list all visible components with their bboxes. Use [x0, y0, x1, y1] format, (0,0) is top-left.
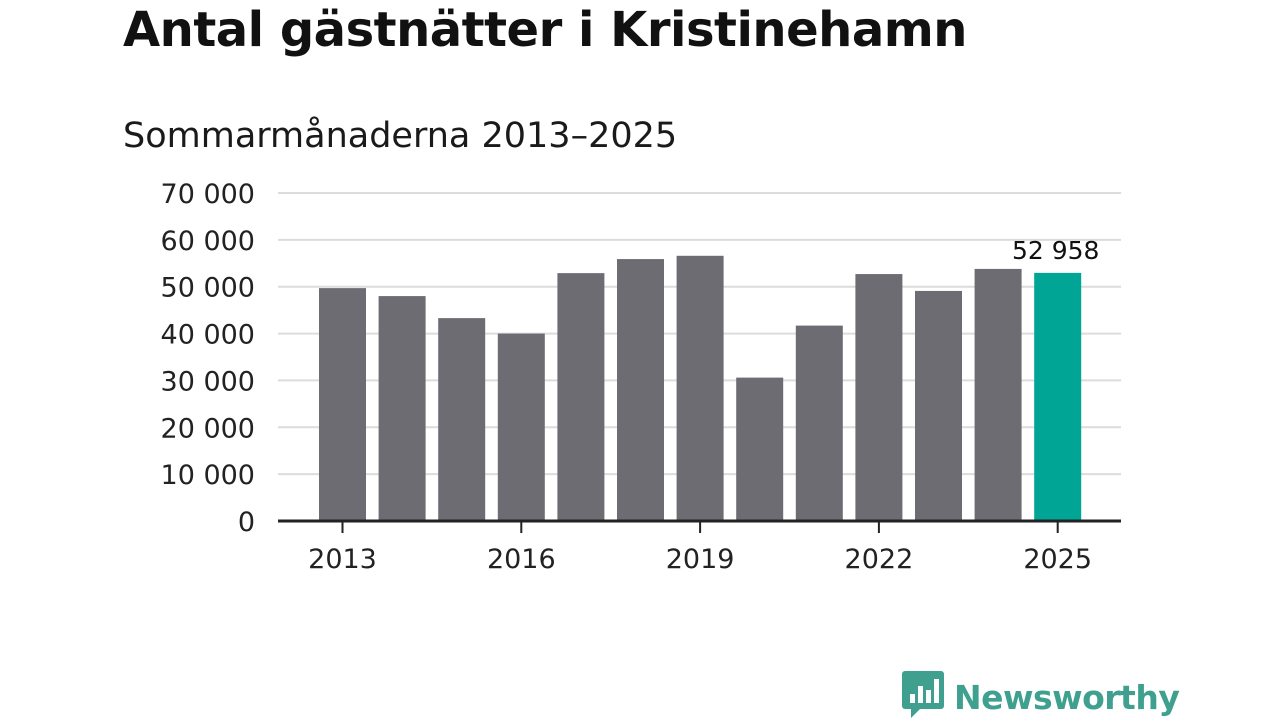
- data-label-2025: 52 958: [1012, 236, 1099, 265]
- bar-2017: [557, 273, 605, 521]
- x-tick-label: 2019: [666, 544, 735, 575]
- x-tick-label: 2022: [845, 544, 914, 575]
- chart-subtitle: Sommarmånaderna 2013–2025: [123, 116, 678, 156]
- y-tick-label: 40 000: [161, 320, 255, 351]
- x-tick-label: 2013: [308, 544, 377, 575]
- bar-2021: [795, 325, 843, 521]
- bars: [319, 255, 1082, 521]
- y-tick-label: 20 000: [161, 413, 255, 444]
- x-tick-label: 2025: [1023, 544, 1092, 575]
- y-tick-label: 70 000: [161, 179, 255, 210]
- y-tick-label: 10 000: [161, 460, 255, 491]
- bar-2018: [617, 259, 664, 521]
- bar-2013: [319, 288, 366, 521]
- y-tick-label: 50 000: [161, 273, 255, 304]
- bar-2015: [438, 318, 486, 521]
- bar-2019: [676, 255, 724, 521]
- brand-name: Newsworthy: [954, 677, 1180, 717]
- bar-2016: [497, 333, 545, 521]
- chart-title: Antal gästnätter i Kristinehamn: [123, 2, 967, 58]
- bar-2023: [915, 290, 962, 521]
- x-tick-label: 2016: [487, 544, 556, 575]
- y-tick-labels: 0 10 000 20 000 30 000 40 000 50 000 60 000 70 …: [161, 179, 255, 538]
- y-tick-label: 60 000: [161, 226, 255, 257]
- bar-2024: [974, 268, 1022, 521]
- bar-2025: [1034, 272, 1082, 521]
- data-labels: 52 958: [1012, 236, 1099, 265]
- y-tick-label: 30 000: [161, 366, 255, 397]
- bar-2020: [736, 377, 784, 521]
- x-ticks: 2013 2016 2019 2022 2025: [308, 521, 1092, 575]
- bar-2022: [855, 274, 903, 521]
- bar-chart-speech-bubble-icon: [902, 671, 944, 720]
- bar-2014: [378, 296, 426, 521]
- y-tick-label: 0: [238, 507, 255, 538]
- brand-logo: Newsworthy: [902, 671, 1180, 720]
